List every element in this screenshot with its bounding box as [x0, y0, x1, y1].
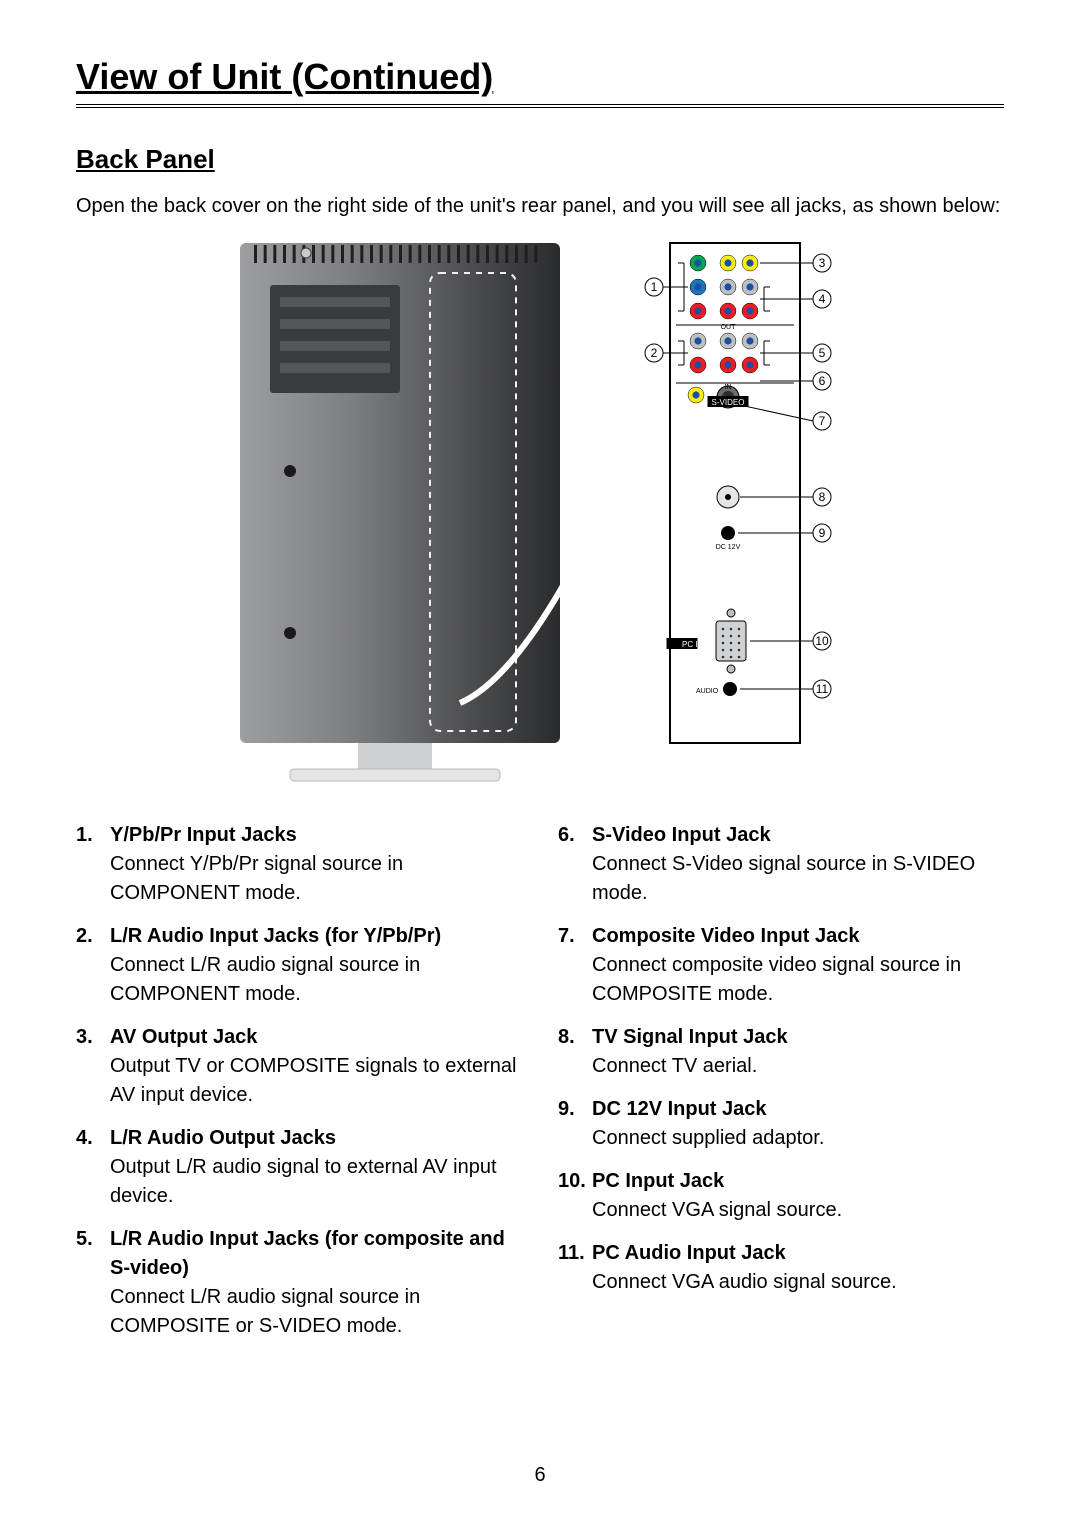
jack-title: PC Input Jack: [592, 1170, 724, 1192]
jack-title: S-Video Input Jack: [592, 824, 771, 846]
jack-title: L/R Audio Input Jacks (for composite and…: [110, 1228, 505, 1279]
jack-title: AV Output Jack: [110, 1026, 257, 1048]
jack-desc: Connect L/R audio signal source in COMPO…: [110, 951, 522, 1009]
jack-item: Composite Video Input Jack Connect compos…: [592, 922, 1004, 1009]
jack-item: L/R Audio Output Jacks Output L/R audio s…: [110, 1124, 522, 1211]
svg-text:7: 7: [819, 414, 826, 428]
jack-desc: Connect L/R audio signal source in COMPO…: [110, 1283, 522, 1341]
jack-item: S-Video Input Jack Connect S-Video signal…: [592, 821, 1004, 908]
jack-title: Y/Pb/Pr Input Jacks: [110, 824, 297, 846]
jack-item: AV Output Jack Output TV or COMPOSITE sig…: [110, 1023, 522, 1110]
page-title: View of Unit (Continued): [76, 56, 1004, 108]
jack-title: DC 12V Input Jack: [592, 1098, 767, 1120]
jack-desc: Connect supplied adaptor.: [592, 1124, 1004, 1153]
jack-item: DC 12V Input Jack Connect supplied adapto…: [592, 1095, 1004, 1153]
jack-desc: Connect S-Video signal source in S-VIDEO…: [592, 850, 1004, 908]
svg-text:5: 5: [819, 346, 826, 360]
jack-title: L/R Audio Input Jacks (for Y/Pb/Pr): [110, 925, 441, 947]
jack-title: TV Signal Input Jack: [592, 1026, 788, 1048]
jack-desc: Connect VGA signal source.: [592, 1196, 1004, 1225]
svg-text:S-VIDEO: S-VIDEO: [712, 398, 745, 407]
intro-text: Open the back cover on the right side of…: [76, 191, 1004, 221]
svg-text:2: 2: [651, 346, 658, 360]
svg-text:6: 6: [819, 374, 826, 388]
jack-title: Composite Video Input Jack: [592, 925, 859, 947]
page-number: 6: [0, 1464, 1080, 1487]
jack-desc: Connect composite video signal source in…: [592, 951, 1004, 1009]
jack-item: Y/Pb/Pr Input Jacks Connect Y/Pb/Pr signa…: [110, 821, 522, 908]
jack-descriptions: Y/Pb/Pr Input Jacks Connect Y/Pb/Pr signa…: [76, 821, 1004, 1355]
jack-desc: Connect TV aerial.: [592, 1052, 1004, 1081]
svg-text:1: 1: [651, 280, 658, 294]
manual-page: View of Unit (Continued) Back Panel Open…: [0, 0, 1080, 1527]
svg-text:IN: IN: [725, 384, 732, 391]
jack-list-right: S-Video Input Jack Connect S-Video signal…: [558, 821, 1004, 1297]
jack-item: PC Audio Input Jack Connect VGA audio sig…: [592, 1239, 1004, 1297]
svg-text:9: 9: [819, 526, 826, 540]
jack-item: L/R Audio Input Jacks (for composite and…: [110, 1225, 522, 1341]
jack-desc: Output TV or COMPOSITE signals to extern…: [110, 1052, 522, 1110]
back-panel-diagram: OUTINS-VIDEODC 12VPC INAUDIO123456789101…: [76, 233, 1004, 793]
svg-text:4: 4: [819, 292, 826, 306]
jack-list-left: Y/Pb/Pr Input Jacks Connect Y/Pb/Pr signa…: [76, 821, 522, 1341]
jack-desc: Connect VGA audio signal source.: [592, 1268, 1004, 1297]
jack-item: PC Input Jack Connect VGA signal source.: [592, 1167, 1004, 1225]
jack-desc: Output L/R audio signal to external AV i…: [110, 1153, 522, 1211]
jack-item: L/R Audio Input Jacks (for Y/Pb/Pr) Conne…: [110, 922, 522, 1009]
svg-text:DC 12V: DC 12V: [716, 544, 741, 551]
svg-text:PC IN: PC IN: [682, 640, 704, 649]
svg-text:11: 11: [816, 682, 829, 696]
jack-desc: Connect Y/Pb/Pr signal source in COMPONE…: [110, 850, 522, 908]
svg-text:10: 10: [815, 634, 829, 648]
svg-text:8: 8: [819, 490, 826, 504]
jack-item: TV Signal Input Jack Connect TV aerial.: [592, 1023, 1004, 1081]
jack-title: L/R Audio Output Jacks: [110, 1127, 336, 1149]
jack-title: PC Audio Input Jack: [592, 1242, 786, 1264]
svg-text:AUDIO: AUDIO: [696, 688, 719, 695]
section-subtitle: Back Panel: [76, 144, 1004, 175]
svg-text:3: 3: [819, 256, 826, 270]
